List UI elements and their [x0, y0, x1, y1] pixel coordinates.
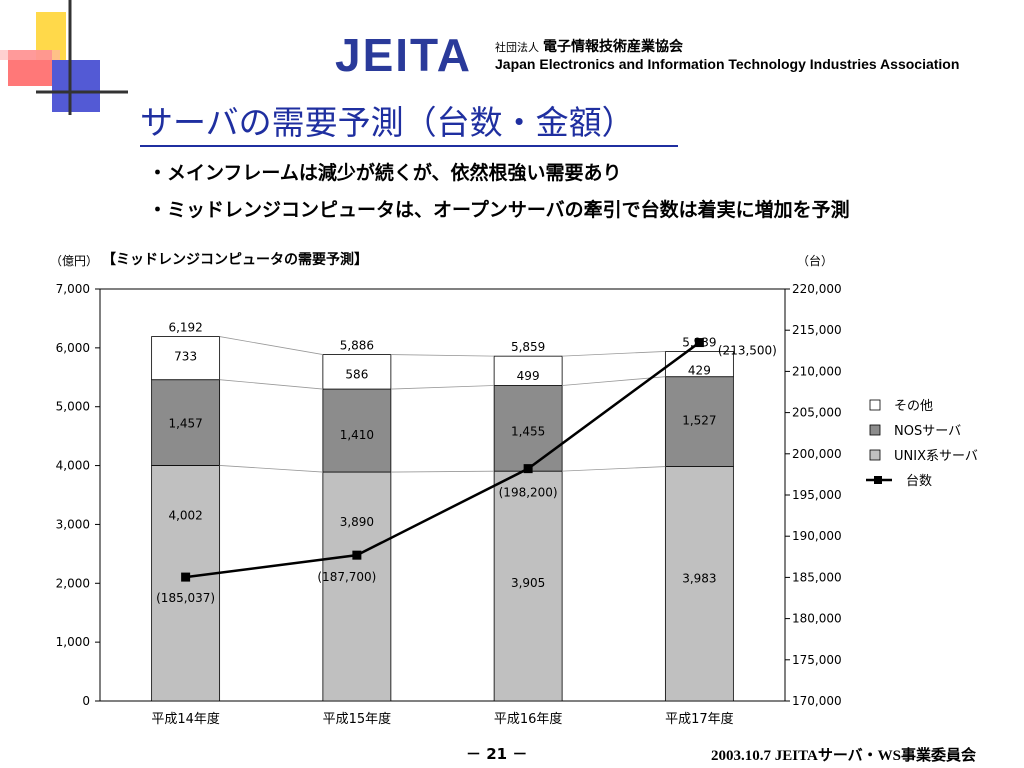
legend-label: UNIX系サーバ	[894, 449, 978, 464]
y-tick-label: 4,000	[56, 459, 90, 473]
total-label: 5,859	[511, 340, 545, 354]
y-axis-unit: （億円）	[50, 254, 99, 268]
series-connector	[390, 385, 495, 390]
series-connector	[390, 354, 495, 357]
segment-value-label: 3,890	[340, 515, 374, 529]
line-value-label: (185,037)	[156, 591, 215, 605]
bar-segment	[664, 351, 734, 378]
title-underline	[140, 145, 678, 147]
y2-tick-label: 195,000	[792, 488, 842, 502]
segment-value-label: 586	[345, 368, 368, 382]
chart-title: 【ミッドレンジコンピュータの需要予測】	[102, 252, 368, 268]
series-connector	[219, 465, 323, 473]
segment-value-label: 1,457	[168, 417, 202, 431]
legend-label: NOSサーバ	[894, 424, 961, 439]
org-name-jp: 社団法人 電子情報技術産業協会	[495, 36, 683, 56]
total-label: 5,886	[340, 339, 374, 353]
legend-label: その他	[894, 399, 933, 414]
y-tick-label: 5,000	[56, 400, 90, 414]
y2-axis-unit: （台）	[797, 254, 834, 268]
segment-value-label: 1,455	[511, 425, 545, 439]
y-tick-label: 2,000	[56, 576, 90, 590]
bar-segment	[322, 471, 392, 702]
segment-value-label: 1,410	[340, 428, 374, 442]
bullet-1: ・メインフレームは減少が続くが、依然根強い需要あり	[148, 162, 622, 184]
category-label: 平成14年度	[151, 711, 220, 727]
y2-tick-label: 170,000	[792, 694, 842, 708]
category-label: 平成15年度	[323, 711, 392, 727]
series-connector	[390, 470, 495, 473]
series-connector	[219, 379, 323, 390]
category-label: 平成16年度	[494, 711, 563, 727]
legend-swatch	[869, 399, 881, 411]
segment-value-label: 499	[517, 369, 540, 383]
bar-segment	[322, 354, 392, 390]
line-marker	[181, 572, 191, 582]
segment-value-label: 3,983	[682, 572, 716, 586]
org-name-jp-text: 電子情報技術産業協会	[543, 39, 683, 55]
bar-segment	[151, 465, 221, 702]
total-label: 6,192	[168, 321, 202, 335]
segment-value-label: 733	[174, 350, 197, 364]
segment-value-label: 429	[688, 363, 711, 377]
line-value-label: (198,200)	[499, 486, 558, 500]
page-number: － 21 －	[466, 745, 528, 763]
y2-tick-label: 210,000	[792, 364, 842, 378]
legend-label: 台数	[906, 474, 932, 489]
bullet-2: ・ミッドレンジコンピュータは、オープンサーバの牽引で台数は着実に増加を予測	[148, 199, 850, 221]
y-tick-label: 3,000	[56, 517, 90, 531]
segment-value-label: 4,002	[168, 508, 202, 522]
segment-value-label: 3,905	[511, 576, 545, 590]
series-connector	[562, 466, 666, 472]
footer-credit: 2003.10.7 JEITAサーバ・WS事業委員会	[711, 748, 977, 764]
legend-swatch	[869, 449, 881, 461]
bar-segment	[664, 376, 734, 467]
category-label: 平成17年度	[665, 711, 734, 727]
bar-segment	[493, 355, 563, 386]
series-connector	[219, 336, 323, 355]
y2-tick-label: 190,000	[792, 529, 842, 543]
bar-segment	[322, 388, 392, 473]
y2-tick-label: 220,000	[792, 282, 842, 296]
org-type: 社団法人	[495, 41, 539, 54]
series-connector	[562, 376, 666, 386]
legend-box	[864, 393, 1004, 491]
line-value-label: (213,500)	[718, 344, 777, 358]
y2-tick-label: 175,000	[792, 653, 842, 667]
y-tick-label: 7,000	[56, 282, 90, 296]
y2-tick-label: 180,000	[792, 612, 842, 626]
y2-tick-label: 200,000	[792, 447, 842, 461]
y2-tick-label: 185,000	[792, 570, 842, 584]
corner-decoration	[0, 0, 128, 115]
y-tick-label: 6,000	[56, 341, 90, 355]
line-marker	[694, 338, 704, 348]
line-series-units	[185, 341, 701, 579]
y-tick-label: 0	[82, 694, 90, 708]
y-tick-label: 1,000	[56, 635, 90, 649]
bar-segment	[151, 336, 221, 381]
bar-segment	[664, 466, 734, 702]
bar-segment	[493, 470, 563, 702]
y2-tick-label: 215,000	[792, 323, 842, 337]
jeita-logo: JEITA 社団法人 電子情報技術産業協会 Japan Electronics a…	[335, 30, 1015, 80]
y2-tick-label: 205,000	[792, 406, 842, 420]
line-value-label: (187,700)	[317, 570, 376, 584]
series-connector	[562, 351, 666, 357]
slide-title: サーバの需要予測（台数・金額）	[140, 103, 635, 142]
line-marker	[523, 464, 533, 474]
bar-segment	[151, 379, 221, 466]
logo-mark: JEITA	[335, 29, 472, 81]
legend-swatch	[869, 424, 881, 436]
line-marker	[352, 550, 362, 560]
segment-value-label: 1,527	[682, 414, 716, 428]
legend-line-marker	[874, 476, 882, 484]
org-name-en: Japan Electronics and Information Techno…	[495, 56, 960, 72]
